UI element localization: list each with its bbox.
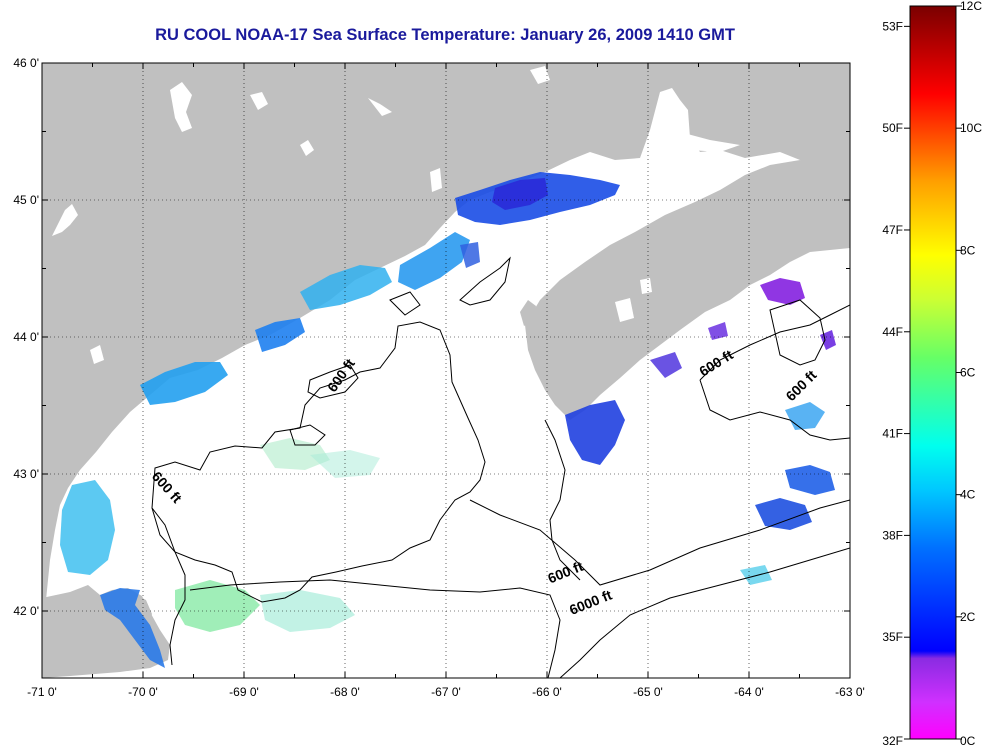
colorbar-c-label: 12C bbox=[960, 0, 982, 13]
sst-patches bbox=[60, 172, 836, 668]
land-nova-scotia bbox=[525, 160, 850, 420]
colorbar-f-label: 44F bbox=[882, 325, 903, 339]
colorbar-f-label: 47F bbox=[882, 223, 903, 237]
lon-tick-label: -71 0' bbox=[27, 685, 57, 699]
map-title: RU COOL NOAA-17 Sea Surface Temperature:… bbox=[155, 26, 735, 44]
bay-of-fundy bbox=[485, 150, 712, 280]
land-masses bbox=[42, 63, 850, 678]
colorbar-c-label: 8C bbox=[960, 243, 976, 257]
latitude-labels: 46 0' 45 0' 44 0' 43 0' 42 0' bbox=[13, 56, 39, 618]
lon-tick-label: -67 0' bbox=[431, 685, 461, 699]
colorbar-fahrenheit-labels: 53F 50F 47F 44F 41F 38F 35F 32F bbox=[882, 19, 910, 748]
lat-tick-label: 42 0' bbox=[13, 604, 39, 618]
map-ticks bbox=[41, 62, 851, 678]
map-grid bbox=[42, 63, 850, 678]
longitude-labels: -71 0' -70 0' -69 0' -68 0' -67 0' -66 0' -65 … bbox=[27, 685, 865, 699]
colorbar-c-label: 0C bbox=[960, 734, 976, 748]
colorbar-f-label: 35F bbox=[882, 630, 903, 644]
land-grand-manan bbox=[520, 300, 536, 326]
colorbar-f-label: 38F bbox=[882, 528, 903, 542]
colorbar bbox=[909, 5, 957, 740]
lon-tick-label: -68 0' bbox=[330, 685, 360, 699]
bathymetry-contours bbox=[151, 256, 850, 678]
colorbar-c-label: 10C bbox=[960, 121, 982, 135]
lon-tick-label: -66 0' bbox=[532, 685, 562, 699]
lon-tick-label: -63 0' bbox=[835, 685, 865, 699]
lon-tick-label: -69 0' bbox=[229, 685, 259, 699]
land-cape-breton bbox=[780, 128, 850, 160]
colorbar-c-label: 2C bbox=[960, 610, 976, 624]
land-maine-newbrunswick bbox=[42, 63, 850, 620]
lon-tick-label: -65 0' bbox=[633, 685, 663, 699]
lat-tick-label: 45 0' bbox=[13, 193, 39, 207]
colorbar-f-label: 53F bbox=[882, 19, 903, 33]
lat-tick-label: 44 0' bbox=[13, 330, 39, 344]
lon-tick-label: -70 0' bbox=[128, 685, 158, 699]
colorbar-f-label: 32F bbox=[882, 734, 903, 748]
colorbar-c-label: 6C bbox=[960, 366, 976, 380]
lat-tick-label: 46 0' bbox=[13, 56, 39, 70]
colorbar-celsius-labels: 12C 10C 8C 6C 4C 2C 0C bbox=[956, 0, 982, 748]
minas-basin bbox=[650, 132, 740, 152]
colorbar-f-label: 50F bbox=[882, 121, 903, 135]
inland-lakes bbox=[52, 66, 652, 364]
lat-tick-label: 43 0' bbox=[13, 467, 39, 481]
colorbar-c-label: 4C bbox=[960, 488, 976, 502]
colorbar-f-label: 41F bbox=[882, 427, 903, 441]
lon-tick-label: -64 0' bbox=[734, 685, 764, 699]
